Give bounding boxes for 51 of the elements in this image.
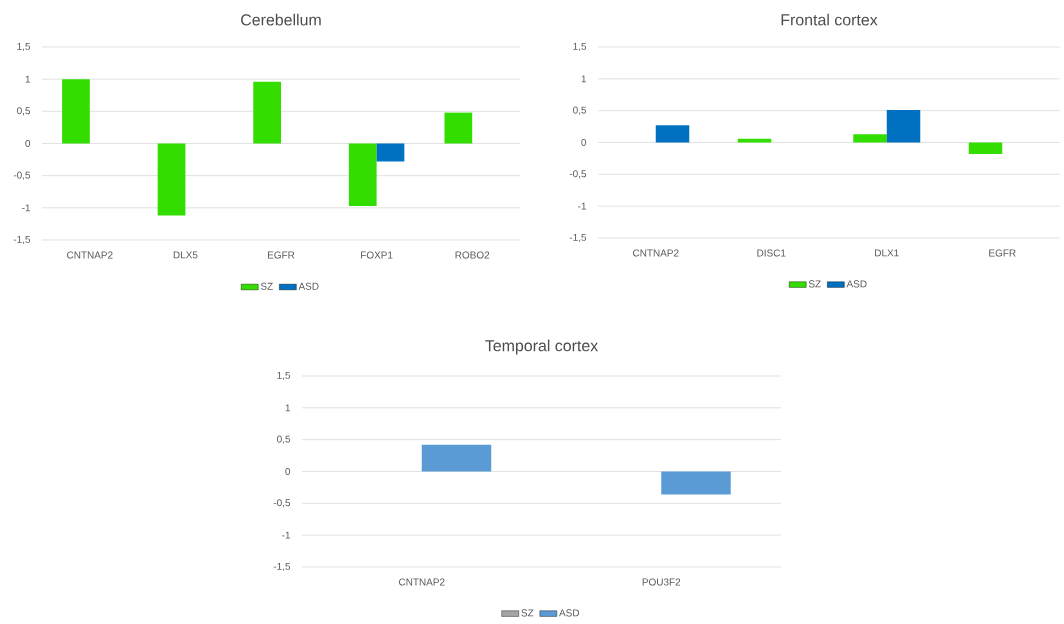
y-tick-label: -1,5	[273, 562, 291, 572]
x-tick-label: DLX5	[173, 251, 198, 259]
x-tick-label: CNTNAP2	[67, 251, 113, 259]
legend-label: ASD	[846, 280, 867, 288]
x-tick-label: EGFR	[267, 251, 295, 259]
x-tick-label: EGFR	[989, 249, 1016, 257]
y-tick-label: -1	[282, 531, 291, 539]
bar	[62, 79, 90, 144]
legend-label: SZ	[260, 282, 273, 290]
legend-label: ASD	[298, 282, 319, 290]
y-tick-label: 1,5	[573, 42, 587, 52]
y-tick-label: 0,5	[573, 106, 587, 115]
y-tick-label: -1	[578, 202, 587, 210]
y-tick-label: 1	[25, 75, 31, 83]
bar	[444, 112, 473, 144]
y-tick-label: -0,5	[273, 499, 291, 508]
y-tick-label: 0,5	[17, 107, 31, 116]
x-tick-label: CNTNAP2	[399, 578, 445, 586]
x-tick-label: CNTNAP2	[633, 249, 679, 257]
bar	[655, 125, 690, 143]
y-tick-label: -1	[22, 204, 31, 212]
bar	[886, 110, 921, 143]
x-tick-label: POU3F2	[642, 578, 681, 586]
y-tick-label: 0	[25, 139, 31, 148]
legend-label: SZ	[808, 280, 821, 288]
bar	[348, 143, 377, 206]
x-tick-label: DLX1	[875, 249, 899, 257]
x-tick-label: ROBO2	[455, 251, 490, 259]
y-tick-label: 0,5	[277, 435, 291, 444]
y-tick-label: -0,5	[569, 170, 587, 179]
y-tick-label: -1,5	[13, 235, 31, 245]
bar	[968, 142, 1003, 154]
bar	[157, 143, 186, 216]
chart-title: Temporal cortex	[485, 339, 599, 355]
bar	[376, 143, 405, 162]
y-tick-label: 1,5	[17, 42, 31, 52]
y-tick-label: 1	[581, 75, 587, 83]
bar	[253, 81, 282, 144]
chart-title: Frontal cortex	[781, 13, 878, 26]
y-tick-label: 0	[285, 467, 291, 476]
y-tick-label: -0,5	[13, 171, 31, 180]
y-tick-label: 1,5	[277, 371, 291, 381]
y-tick-label: 0	[581, 138, 587, 147]
y-tick-label: 1	[285, 404, 291, 412]
x-tick-label: DISC1	[757, 249, 786, 257]
x-tick-label: FOXP1	[361, 251, 393, 259]
legend-label: SZ	[521, 609, 534, 617]
y-tick-label: -1,5	[569, 233, 587, 243]
legend-label: ASD	[559, 609, 580, 617]
bar	[853, 134, 887, 143]
chart-title: Cerebellum	[241, 13, 321, 26]
